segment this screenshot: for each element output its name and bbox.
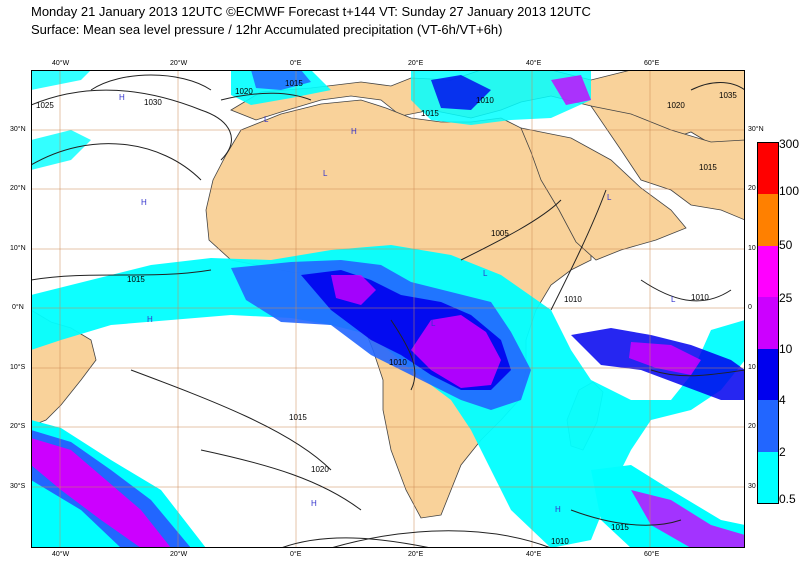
lon-label-top: 0°E: [290, 60, 302, 67]
graticule: [31, 70, 745, 548]
isobar-label: 1010: [476, 96, 494, 105]
lon-label-bottom: 40°E: [526, 551, 542, 558]
colorbar-segment: [758, 348, 778, 401]
land-arabia: [520, 127, 687, 261]
map-frame: [31, 70, 745, 548]
isobar-label: 1035: [719, 91, 737, 100]
pressure-centers: H H H H H H L L L L L L: [119, 93, 676, 514]
lon-label-top: 40°E: [526, 60, 542, 67]
lon-label-bottom: 20°W: [170, 551, 188, 558]
isobar-label: 1005: [491, 229, 509, 238]
lat-label-right: 30°N: [748, 126, 764, 133]
isobar-label: 1015: [611, 523, 629, 532]
colorbar-label: 0.5: [779, 492, 796, 506]
high-marker: H: [555, 505, 561, 514]
colorbar-segment: [758, 194, 778, 246]
lat-label-right: 30: [748, 483, 756, 490]
forecast-subtitle: Surface: Mean sea level pressure / 12hr …: [31, 22, 503, 37]
isobar-label: 1025: [36, 101, 54, 110]
colorbar-label: 10: [779, 342, 793, 356]
lat-label-right: 20: [748, 185, 756, 192]
colorbar-label: 100: [779, 184, 800, 198]
colorbar-label: 25: [779, 291, 793, 305]
colorbar-label: 2: [779, 445, 786, 459]
lat-label-left: 10°S: [10, 364, 26, 371]
low-marker: L: [671, 295, 676, 304]
low-marker: L: [264, 115, 269, 124]
colorbar-segment: [758, 297, 778, 349]
lon-label-top: 40°W: [52, 60, 70, 67]
low-marker: L: [431, 319, 436, 328]
colorbar-label: 300: [779, 137, 800, 151]
lon-label-bottom: 0°E: [290, 551, 302, 558]
lon-label-top: 60°E: [644, 60, 660, 67]
lon-label-bottom: 60°E: [644, 551, 660, 558]
land-iran: [590, 105, 745, 221]
lon-label-top: 20°W: [170, 60, 188, 67]
lon-label-top: 20°E: [408, 60, 424, 67]
colorbar-segment: [758, 143, 778, 195]
isobar-label: 1010: [389, 358, 407, 367]
isobar-label: 1015: [421, 109, 439, 118]
lat-label-right: 20: [748, 423, 756, 430]
isobar-label: 1020: [667, 101, 685, 110]
low-marker: L: [483, 269, 488, 278]
isobar-labels: 1025 1030 1020 1015 1015 1010 1010 1015 …: [36, 79, 737, 546]
isobar-label: 1015: [127, 275, 145, 284]
high-marker: H: [119, 93, 125, 102]
isobar-label: 1020: [311, 465, 329, 474]
precipitation-map: 1025 1030 1020 1015 1015 1010 1010 1015 …: [31, 70, 745, 548]
isobar-label: 1010: [691, 293, 709, 302]
isobar-label: 1020: [235, 87, 253, 96]
isobar-label: 1010: [551, 537, 569, 546]
high-marker: H: [147, 315, 153, 324]
lat-label-right: 0: [748, 304, 752, 311]
high-marker: H: [351, 127, 357, 136]
colorbar-segment: [758, 451, 778, 503]
lat-label-left: 10°N: [10, 245, 26, 252]
isobar-label: 1015: [699, 163, 717, 172]
isobars: [31, 74, 745, 548]
precipitation-colorbar: [757, 142, 779, 504]
low-marker: L: [323, 169, 328, 178]
lat-label-left: 20°S: [10, 423, 26, 430]
lat-label-right: 10: [748, 364, 756, 371]
colorbar-label: 50: [779, 238, 793, 252]
lat-label-right: 10: [748, 245, 756, 252]
colorbar-label: 4: [779, 393, 786, 407]
lat-label-left: 30°S: [10, 483, 26, 490]
low-marker: L: [607, 193, 612, 202]
colorbar-segment: [758, 245, 778, 298]
forecast-title: Monday 21 January 2013 12UTC ©ECMWF Fore…: [31, 4, 591, 19]
lat-label-left: 20°N: [10, 185, 26, 192]
lat-label-left: 0°N: [12, 304, 24, 311]
isobar-label: 1030: [144, 98, 162, 107]
isobar-label: 1015: [285, 79, 303, 88]
precipitation-shading: [31, 70, 745, 548]
high-marker: H: [311, 499, 317, 508]
lon-label-bottom: 40°W: [52, 551, 70, 558]
isobar-label: 1015: [289, 413, 307, 422]
lat-label-left: 30°N: [10, 126, 26, 133]
colorbar-segment: [758, 400, 778, 452]
high-marker: H: [141, 198, 147, 207]
lon-label-bottom: 20°E: [408, 551, 424, 558]
isobar-label: 1010: [564, 295, 582, 304]
